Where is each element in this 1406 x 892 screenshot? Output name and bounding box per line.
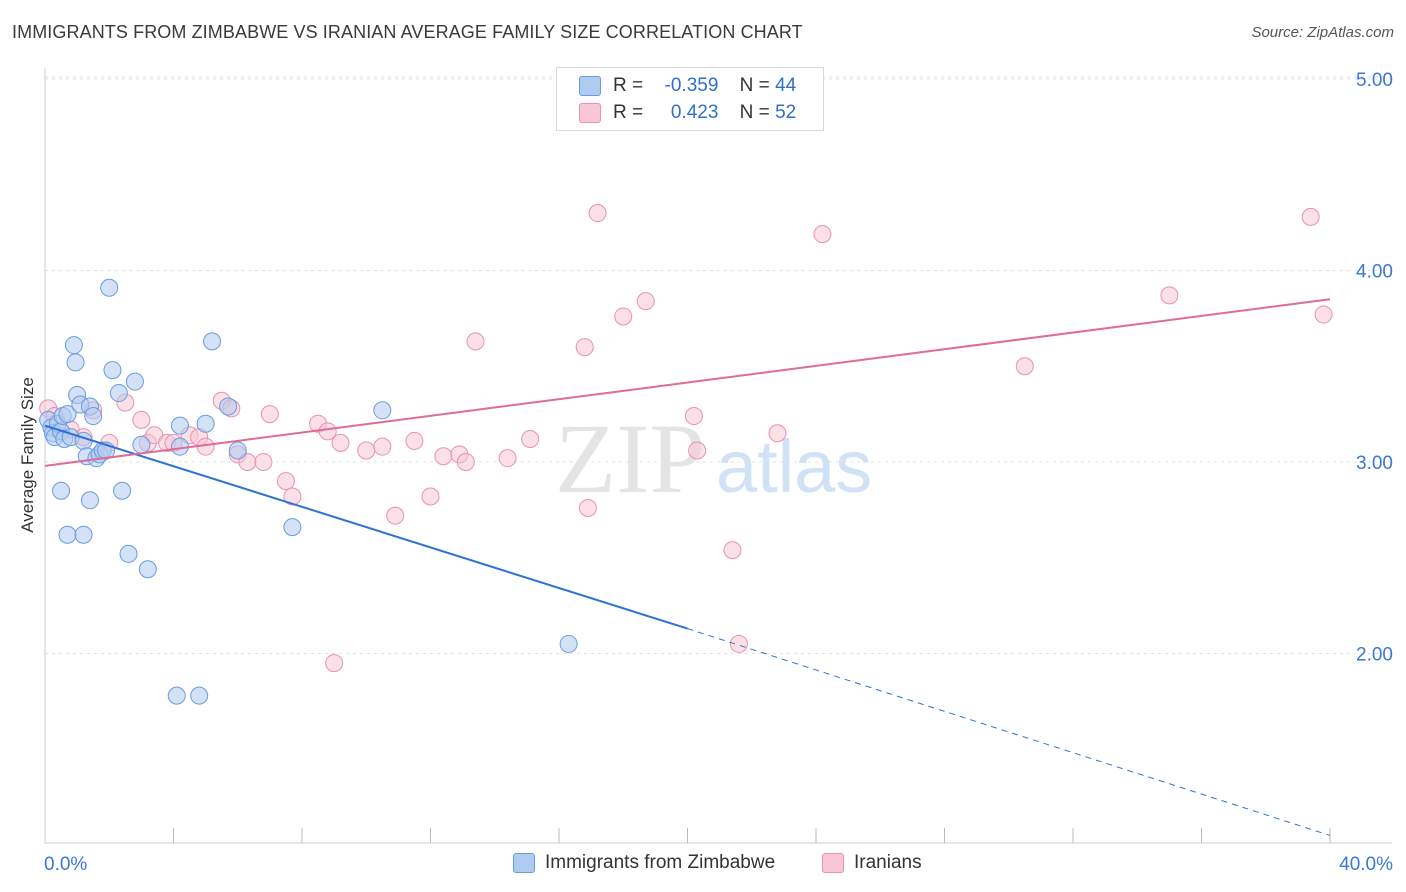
iranians-point (729, 634, 748, 653)
iranians-point (318, 422, 337, 441)
zimbabwe-point (109, 384, 128, 403)
iranians-point (1314, 305, 1333, 324)
tick-labels: 2.00 3.00 4.00 5.00 0.0% 40.0% (44, 70, 1393, 875)
iranians-point (1015, 357, 1034, 376)
zimbabwe-point (559, 634, 578, 653)
iranians-point (521, 430, 540, 449)
iranians-point (357, 441, 376, 460)
legend-swatch-zimbabwe (579, 75, 601, 96)
x-tick-label-min: 0.0% (44, 854, 87, 875)
iranians-point (578, 498, 597, 517)
iranians-point (405, 431, 424, 450)
zimbabwe-point (170, 416, 189, 435)
chart-title: IMMIGRANTS FROM ZIMBABWE VS IRANIAN AVER… (12, 22, 803, 42)
zimbabwe-point (167, 686, 186, 705)
x-tick-label-max: 40.0% (1339, 854, 1393, 875)
legend-n-label: N = (739, 75, 770, 96)
zimbabwe-point (190, 686, 209, 705)
watermark: ZIP atlas (555, 403, 872, 514)
iranians-point (466, 332, 485, 351)
zimbabwe-point (138, 560, 157, 579)
legend-r-value-iranians: 0.423 (670, 102, 719, 123)
zimbabwe-point (103, 361, 122, 380)
legend-row-zimbabwe: R = -0.359 N = 44 (579, 75, 796, 99)
zimbabwe-point (283, 518, 302, 537)
y-tick-label: 5.00 (1356, 70, 1393, 91)
zimbabwe-trend-extension (687, 628, 1331, 836)
iranians-trend-line (44, 298, 1331, 467)
iranians-point (636, 292, 655, 311)
legend-n-value-zimbabwe: 44 (775, 75, 797, 96)
zimbabwe-point (219, 397, 238, 416)
iranians-point (386, 506, 405, 525)
bottom-legend-iranians: Iranians (822, 852, 922, 874)
iranians-point (688, 441, 707, 460)
axes (44, 68, 1392, 844)
y-tick-label: 2.00 (1356, 645, 1393, 666)
iranians-point (768, 424, 787, 443)
y-axis-label: Average Family Size (18, 377, 37, 533)
iranians-point (456, 453, 475, 471)
iranians-point (813, 225, 832, 244)
bottom-legend-label-iranians: Iranians (854, 852, 922, 873)
zimbabwe-point (58, 405, 77, 424)
zimbabwe-point (113, 481, 132, 500)
legend-n-value-iranians: 52 (775, 102, 797, 123)
zimbabwe-point (84, 407, 103, 426)
legend-swatch-iranians (579, 102, 601, 123)
iranians-point (331, 433, 350, 452)
zimbabwe-point (373, 401, 392, 420)
zimbabwe-point (119, 544, 138, 563)
legend-r-value-zimbabwe: -0.359 (664, 75, 719, 96)
iranians-point (723, 541, 742, 560)
iranians-point (588, 204, 607, 223)
iranians-point (254, 453, 273, 471)
legend-r-label: R = (613, 102, 644, 123)
bottom-swatch-iranians (822, 852, 844, 873)
legend-r-label: R = (613, 75, 644, 96)
bottom-legend-label-zimbabwe: Immigrants from Zimbabwe (545, 852, 776, 873)
zimbabwe-point (228, 441, 247, 460)
correlation-legend: R = -0.359 N = 44 R = 0.423 N = 52 (556, 67, 824, 131)
iranians-point (325, 654, 344, 673)
trend-lines (44, 298, 1331, 836)
zimbabwe-point (52, 481, 71, 500)
zimbabwe-points (39, 278, 578, 705)
y-tick-label: 3.00 (1356, 453, 1393, 474)
iranians-point (421, 487, 440, 506)
iranians-point (283, 487, 302, 506)
zimbabwe-point (125, 372, 144, 391)
iranians-point (498, 449, 517, 468)
iranians-point (684, 407, 703, 426)
bottom-swatch-zimbabwe (513, 852, 535, 873)
zimbabwe-point (132, 435, 151, 454)
iranians-point (1160, 286, 1179, 305)
iranians-point (373, 437, 392, 456)
watermark-atlas: atlas (716, 425, 872, 508)
y-tick-label: 4.00 (1356, 262, 1393, 283)
zimbabwe-trend-line (44, 424, 688, 630)
zimbabwe-point (203, 332, 222, 351)
iranians-point (434, 447, 453, 466)
iranians-point (614, 307, 633, 326)
iranians-point (1301, 207, 1320, 226)
watermark-zip: ZIP (555, 403, 705, 514)
zimbabwe-point (100, 278, 119, 297)
zimbabwe-point (66, 353, 85, 372)
legend-row-iranians: R = 0.423 N = 52 (579, 102, 796, 126)
iranians-point (260, 405, 279, 424)
iranians-point (276, 472, 295, 491)
zimbabwe-point (58, 525, 77, 544)
bottom-legend-zimbabwe: Immigrants from Zimbabwe (513, 852, 775, 874)
legend-n-label: N = (739, 102, 770, 123)
gridlines (45, 76, 1392, 654)
zimbabwe-point (80, 491, 99, 510)
iranians-point (132, 410, 151, 429)
iranians-point (575, 338, 594, 357)
zimbabwe-point (64, 336, 83, 355)
zimbabwe-point (74, 525, 93, 544)
zimbabwe-point (196, 414, 215, 433)
source-label: Source: ZipAtlas.com (1251, 24, 1394, 41)
